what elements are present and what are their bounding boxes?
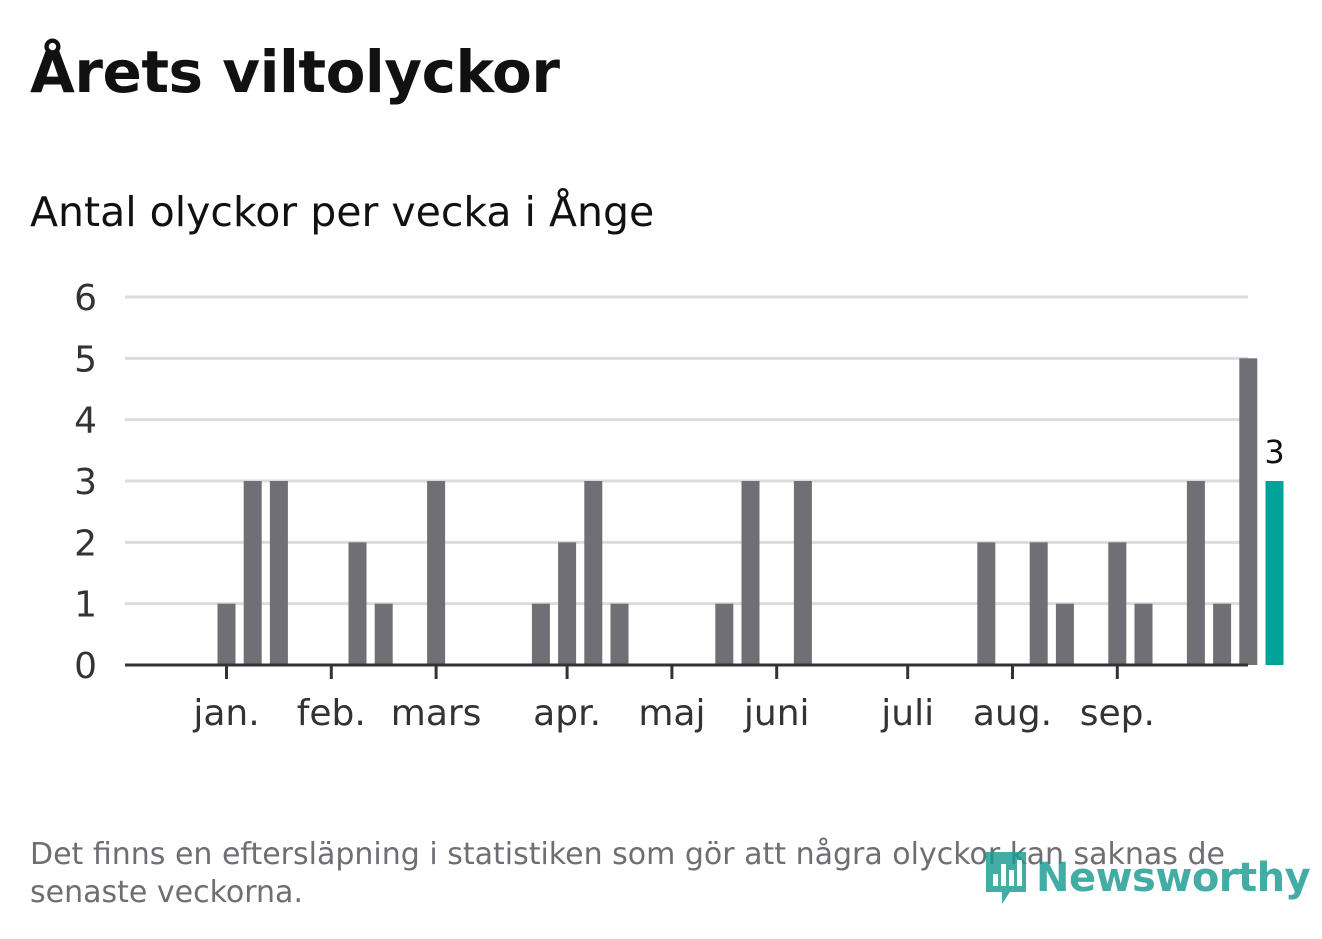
bar-data-label: 3 [1264, 433, 1284, 471]
y-tick-label: 4 [74, 401, 97, 442]
bar [348, 542, 367, 665]
axis-labels: 0 1 2 3 4 5 6 3 jan. feb. mars apr. maj juni juli aug. s… [74, 278, 1285, 734]
y-tick-label: 5 [74, 339, 97, 380]
bar [269, 481, 288, 665]
bar [1213, 603, 1232, 665]
bar [741, 481, 760, 665]
bar-chart-speech-bubble-icon [986, 852, 1026, 904]
y-tick-label: 6 [74, 278, 97, 319]
bar-highlight [1265, 481, 1284, 665]
x-tick-label: juni [743, 693, 810, 734]
bar [584, 481, 603, 665]
x-tick-label: apr. [533, 693, 601, 734]
grid-lines [125, 295, 1248, 606]
bar [715, 603, 734, 665]
bar [1108, 542, 1127, 665]
x-tick-label: maj [638, 693, 705, 734]
bar [1029, 542, 1048, 665]
bar [427, 481, 446, 665]
page-title: Årets viltolyckor [30, 38, 560, 106]
brand-logo: Newsworthy [982, 848, 1311, 908]
x-tick-label: jan. [192, 693, 259, 734]
bar [531, 603, 550, 665]
bar [610, 603, 629, 665]
bars [217, 358, 1284, 665]
x-tick-label: juli [880, 693, 934, 734]
x-axis [125, 663, 1248, 679]
bar [977, 542, 996, 665]
brand-name: Newsworthy [1036, 855, 1311, 901]
y-tick-label: 1 [74, 585, 97, 626]
bar-chart: 0 1 2 3 4 5 6 3 jan. feb. mars apr. maj juni juli aug. s… [74, 278, 1285, 734]
bar [793, 481, 812, 665]
bar [1134, 603, 1153, 665]
chart-subtitle: Antal olyckor per vecka i Ånge [30, 188, 655, 236]
bar [243, 481, 262, 665]
bar [1055, 603, 1074, 665]
x-tick-label: aug. [973, 693, 1052, 734]
x-tick-label: mars [391, 693, 482, 734]
x-tick-label: sep. [1080, 693, 1155, 734]
bar [558, 542, 577, 665]
y-tick-label: 3 [74, 462, 97, 503]
bar [1239, 358, 1258, 665]
y-tick-label: 2 [74, 523, 97, 564]
x-tick-label: feb. [297, 693, 366, 734]
bar [374, 603, 393, 665]
y-tick-label: 0 [74, 646, 97, 687]
bar [217, 603, 236, 665]
bar [1186, 481, 1205, 665]
